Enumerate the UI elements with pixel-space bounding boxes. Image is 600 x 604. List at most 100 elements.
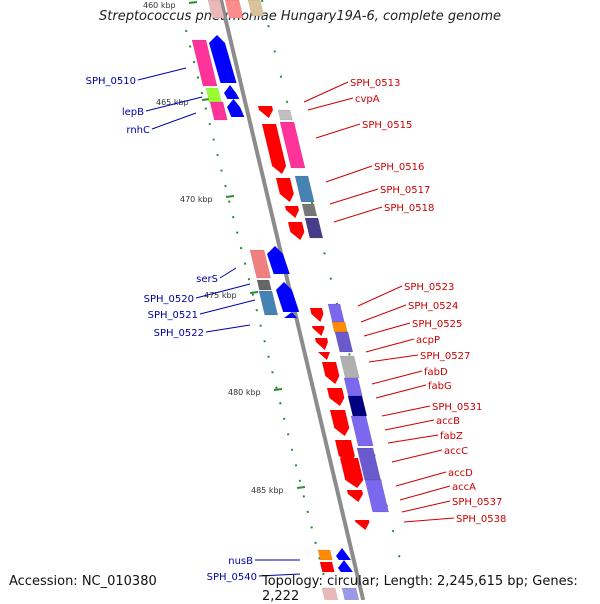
gene-label-right: fabZ (440, 431, 463, 442)
gene-label-right: SPH_0527 (420, 351, 470, 362)
map-title: Streptococcus pneumoniae Hungary19A-6, c… (99, 9, 501, 24)
gene-label-left: lepB (122, 107, 144, 118)
leader-line (368, 354, 419, 363)
gene-block (364, 479, 389, 513)
leader-line (137, 67, 187, 81)
leader-line (205, 324, 251, 333)
gene-label-left: SPH_0510 (86, 76, 136, 87)
leader-line (145, 96, 203, 112)
gene-arrow-sph0516 (276, 178, 294, 202)
kbp-label: 460 kbp (143, 1, 176, 10)
inner-tick-track (185, 29, 331, 600)
gene-block (277, 109, 293, 121)
gene-arrow (310, 308, 324, 322)
leader-line (375, 384, 427, 399)
gene-arrow (330, 410, 350, 436)
gene-block (339, 355, 360, 379)
gene-block (319, 561, 335, 573)
gene-arrow (288, 222, 305, 240)
leader-line (199, 299, 256, 315)
gene-arrow (327, 388, 345, 406)
gene-block (301, 203, 318, 217)
leader-line (258, 573, 301, 577)
gene-arrow (336, 548, 351, 560)
gene-label-right: accA (452, 482, 476, 493)
gene-block-sph0517 (294, 175, 315, 203)
leader-line (395, 471, 447, 487)
leader-line (195, 283, 251, 299)
gene-label-right: SPH_0525 (412, 319, 462, 330)
gene-block (224, 0, 244, 19)
gene-block-sph0510 (191, 39, 218, 87)
gene-block (256, 279, 272, 291)
gene-label-right: accD (448, 468, 473, 479)
gene-label-right: SPH_0516 (374, 162, 424, 173)
gene-label-right: SPH_0538 (456, 514, 506, 525)
gene-label-left: rnhC (126, 125, 150, 136)
gene-arrow (227, 99, 245, 117)
gene-block (279, 121, 306, 169)
leader-line (329, 188, 379, 205)
gene-arrow (312, 326, 325, 336)
gene-label-right: fabD (424, 367, 448, 378)
leader-line (363, 322, 411, 337)
gene-label-left: nusB (228, 556, 253, 567)
leader-line (387, 434, 439, 444)
gene-block (343, 377, 363, 397)
gene-label-right: SPH_0515 (362, 120, 412, 131)
kbp-label: 465 kbp (156, 98, 189, 107)
kbp-tick (273, 388, 283, 391)
gene-block (247, 0, 265, 17)
gene-label-right: SPH_0537 (452, 497, 502, 508)
gene-arrow-sph0515 (262, 124, 287, 174)
gene-arrow (285, 206, 299, 218)
gene-label-left: SPH_0521 (148, 310, 198, 321)
gene-label-left: SPH_0522 (154, 328, 204, 339)
kbp-tick (188, 1, 198, 4)
gene-label-right: fabG (428, 381, 452, 392)
kbp-tick (296, 486, 306, 489)
leader-line (151, 112, 197, 130)
leader-line (315, 123, 361, 139)
kbp-tick (201, 98, 211, 101)
leader-line (219, 267, 237, 279)
gene-label-right: SPH_0523 (404, 282, 454, 293)
gene-block-rnhc (209, 101, 228, 121)
leader-line (303, 81, 349, 103)
gene-label-right: SPH_0531 (432, 402, 482, 413)
gene-arrow (267, 246, 290, 274)
leader-line (391, 449, 443, 463)
gene-block (327, 303, 345, 323)
kbp-tick (225, 195, 235, 198)
gene-block (331, 321, 348, 333)
gene-label-left: SPH_0540 (207, 572, 257, 583)
leader-line (357, 285, 403, 307)
accession-text: Accession: NC_010380 (9, 574, 157, 589)
gene-arrow (347, 490, 363, 502)
gene-block (341, 587, 360, 600)
gene-label-right: SPH_0513 (350, 78, 400, 89)
leader-line (399, 485, 451, 501)
gene-block-sers (249, 249, 272, 279)
gene-block (350, 415, 374, 447)
kbp-label: 480 kbp (228, 388, 261, 397)
gene-label-right: accB (436, 416, 460, 427)
leader-line (403, 517, 455, 523)
gene-arrow (276, 282, 300, 312)
gene-block (207, 0, 225, 19)
leader-line (381, 405, 431, 417)
kbp-tick (249, 291, 259, 294)
leader-line (333, 206, 383, 223)
gene-block (321, 587, 339, 600)
leader-line (360, 304, 407, 323)
gene-arrow (340, 458, 364, 488)
gene-block (347, 395, 368, 417)
gene-block-sph0520 (258, 290, 279, 316)
gene-block (334, 331, 354, 353)
gene-arrow (284, 312, 297, 318)
gene-arrow (209, 35, 237, 83)
gene-label-right: SPH_0518 (384, 203, 434, 214)
gene-block-sph0518 (304, 217, 324, 239)
gene-arrow (322, 362, 340, 384)
